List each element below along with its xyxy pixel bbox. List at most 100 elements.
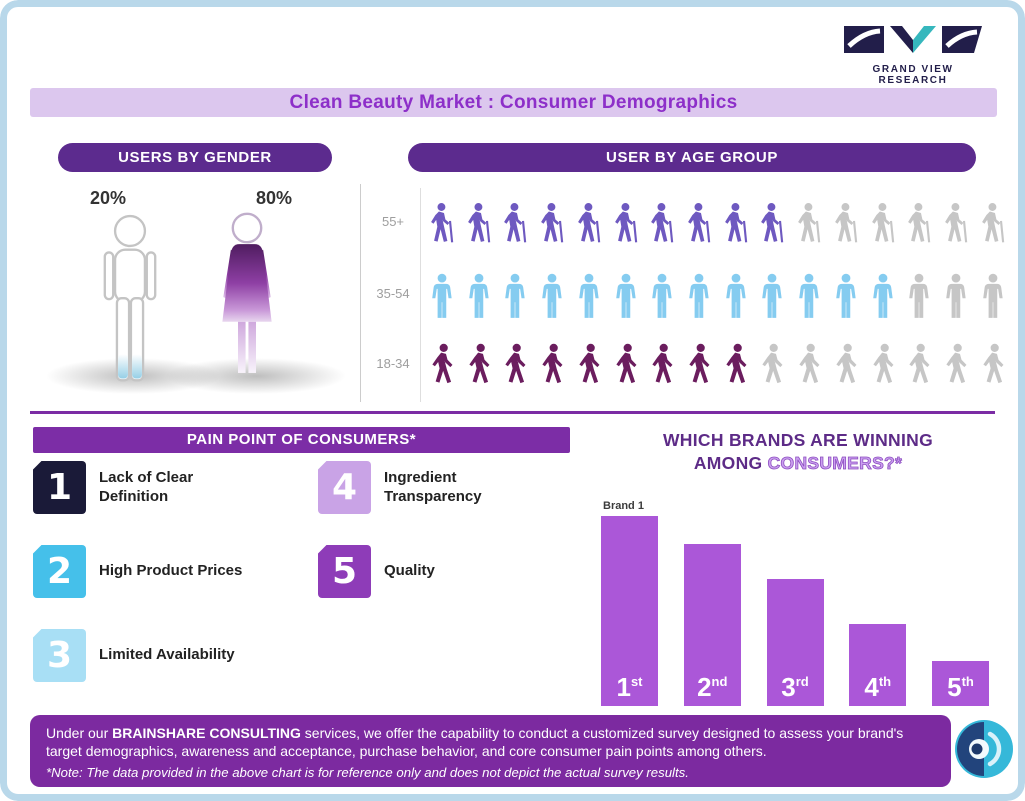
brand-bar-wrap: 2nd (683, 500, 741, 706)
pain-point-number-4-icon: 4 (318, 461, 371, 514)
person-cane-icon (535, 192, 569, 256)
consulting-text: Under our BRAINSHARE CONSULTING services… (46, 725, 904, 760)
female-percentage: 80% (255, 188, 293, 208)
person-walking-icon (645, 334, 679, 398)
bar-rank-label: 5th (947, 672, 974, 703)
person-standing-icon (609, 264, 643, 328)
age-axis-line (420, 188, 421, 402)
person-walking-icon (535, 334, 569, 398)
person-standing-icon (535, 264, 569, 328)
person-walking-icon (902, 334, 936, 398)
pain-point-number-2-icon: 2 (33, 545, 86, 598)
person-standing-icon (719, 264, 753, 328)
person-walking-icon (792, 334, 826, 398)
age-row-icons (425, 332, 1010, 398)
pain-point-label: Ingredient Transparency (384, 468, 482, 505)
female-figure-icon (222, 212, 272, 373)
person-cane-icon (425, 192, 459, 256)
person-cane-icon (939, 192, 973, 256)
pain-point-item: 4 Ingredient Transparency (318, 461, 600, 514)
age-row-icons (425, 190, 1010, 256)
person-cane-icon (755, 192, 789, 256)
person-standing-icon (462, 264, 496, 328)
person-cane-icon (609, 192, 643, 256)
male-figure-icon (103, 214, 157, 382)
bar-rank-label: 2nd (697, 672, 728, 703)
person-walking-icon (498, 334, 532, 398)
person-walking-icon (462, 334, 496, 398)
person-standing-icon (572, 264, 606, 328)
section-header-gender: USERS BY GENDER (58, 143, 332, 172)
pain-col-a: 1 Lack of Clear Definition 2 High Product P… (33, 461, 315, 713)
pain-col-b: 4 Ingredient Transparency 5 Quality (318, 461, 600, 629)
age-row-label: 55+ (381, 214, 405, 229)
brand-title-highlight: CONSUMERS?* (767, 453, 903, 474)
gvr-logo: GRAND VIEW RESEARCH (837, 25, 989, 86)
horizontal-divider (30, 411, 995, 414)
person-cane-icon (902, 192, 936, 256)
person-walking-icon (976, 334, 1010, 398)
pain-point-label: Lack of Clear Definition (99, 468, 194, 505)
brand-chart-title: WHICH BRANDS ARE WINNING AMONG CONSUMERS… (602, 429, 994, 475)
pain-point-label: Quality (384, 562, 435, 580)
bar-rank-label: 3rd (781, 672, 809, 703)
pain-point-item: 2 High Product Prices (33, 545, 315, 598)
brainshare-bold: BRAINSHARE CONSULTING (112, 725, 301, 741)
person-cane-icon (498, 192, 532, 256)
age-row-label: 18-34 (376, 356, 410, 371)
vertical-divider (360, 184, 361, 402)
brand-bar-wrap: Brand 1 1st (601, 500, 658, 706)
person-cane-icon (645, 192, 679, 256)
pain-point-item: 1 Lack of Clear Definition (33, 461, 315, 514)
person-walking-icon (425, 334, 459, 398)
brand-title-line2-prefix: AMONG (693, 453, 768, 474)
person-walking-icon (719, 334, 753, 398)
gvr-logo-mark (844, 26, 982, 53)
person-cane-icon (976, 192, 1010, 256)
age-chart: 55+ 35-54 18-34 (370, 186, 1010, 408)
person-walking-icon (866, 334, 900, 398)
brand-bar: 1st (601, 516, 658, 706)
gvr-corner-badge-icon (955, 720, 1013, 778)
age-row: 35-54 (370, 262, 1010, 328)
brand-bar-wrap: 4th (849, 500, 907, 706)
age-row: 18-34 (370, 332, 1010, 398)
person-walking-icon (572, 334, 606, 398)
brand-bars: Brand 1 1st 2nd 3rd 4th 5th (601, 500, 989, 706)
pain-points-header: PAIN POINT OF CONSUMERS* (33, 427, 570, 453)
age-row-icons (425, 262, 1010, 328)
person-standing-icon (902, 264, 936, 328)
footnote: *Note: The data provided in the above ch… (46, 764, 689, 780)
person-cane-icon (462, 192, 496, 256)
person-standing-icon (939, 264, 973, 328)
age-row: 55+ (370, 190, 1010, 256)
person-cane-icon (682, 192, 716, 256)
brand-bar-wrap: 5th (932, 500, 989, 706)
person-walking-icon (682, 334, 716, 398)
pain-point-label: Limited Availability (99, 646, 235, 664)
person-standing-icon (755, 264, 789, 328)
person-cane-icon (572, 192, 606, 256)
pain-point-label: High Product Prices (99, 562, 243, 580)
person-cane-icon (866, 192, 900, 256)
brand1-annotation: Brand 1 (603, 500, 644, 512)
pain-point-item: 5 Quality (318, 545, 600, 598)
person-cane-icon (792, 192, 826, 256)
pain-point-number-3-icon: 3 (33, 629, 86, 682)
brand-bar-wrap: 3rd (766, 500, 824, 706)
person-standing-icon (498, 264, 532, 328)
person-standing-icon (829, 264, 863, 328)
person-walking-icon (609, 334, 643, 398)
age-row-label: 35-54 (376, 286, 410, 301)
pain-point-number-1-icon: 1 (33, 461, 86, 514)
brand-bar: 4th (849, 624, 907, 706)
bar-rank-label: 4th (864, 672, 892, 703)
male-percentage: 20% (89, 188, 127, 208)
gvr-logo-text: GRAND VIEW RESEARCH (872, 64, 954, 86)
person-standing-icon (645, 264, 679, 328)
page-title: Clean Beauty Market : Consumer Demograph… (30, 88, 997, 117)
person-standing-icon (976, 264, 1010, 328)
person-standing-icon (425, 264, 459, 328)
brand-bar: 5th (932, 661, 989, 706)
